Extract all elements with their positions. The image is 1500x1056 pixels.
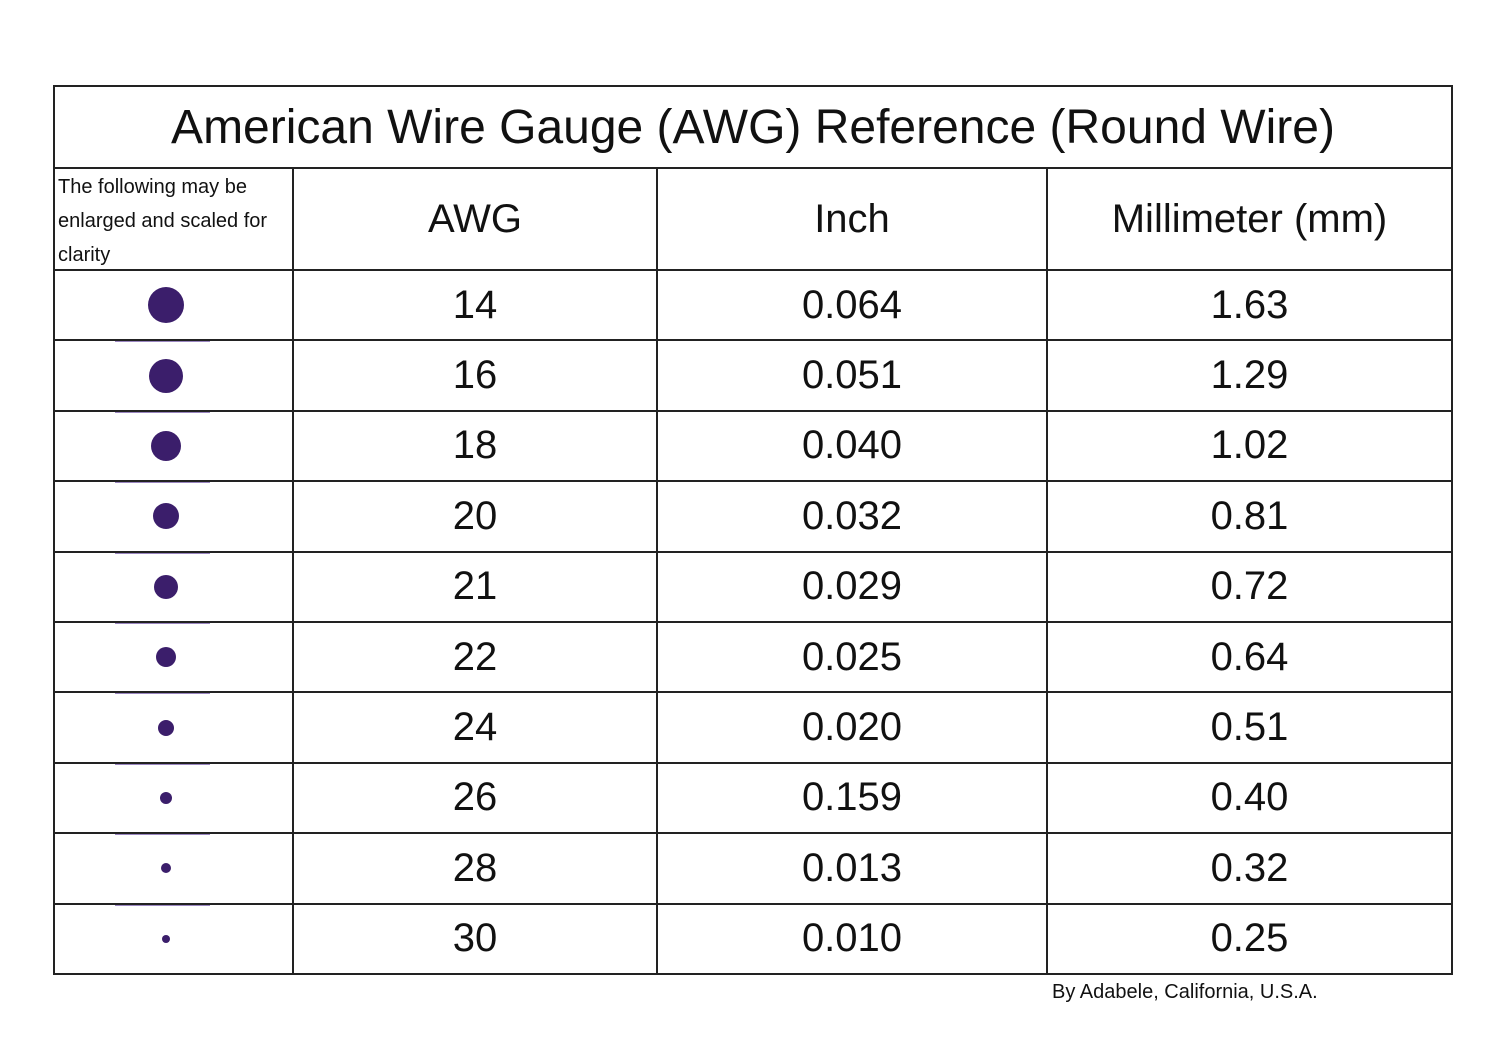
table-cell: 22 [452,634,498,679]
title-divider [54,167,1452,169]
table-cell: 0.029 [801,564,903,609]
table-cell: 26 [452,775,498,820]
table-cell: 0.064 [801,282,903,327]
wire-icon [160,792,172,804]
table-cell: 30 [452,916,498,961]
note: The following may be enlarged and scaled… [58,176,268,266]
wire-icon [158,719,174,736]
footer: By Adabele, California, U.S.A. [1052,980,1318,1003]
row-divider [54,832,1452,835]
table-cell: 0.51 [1210,705,1289,750]
table-cell: 16 [452,353,498,398]
column-header: Millimeter (mm) [1111,196,1388,241]
icon-underline [115,341,210,343]
row-divider [54,621,1452,623]
icon-underline [115,834,210,836]
icon-underline [115,411,210,413]
table-cell: 0.81 [1210,493,1289,538]
wire-icon [156,647,176,668]
table-frame [53,85,1453,975]
table-cell: 0.010 [801,916,903,961]
table-cell: 0.32 [1210,845,1289,890]
table-cell: 1.63 [1210,282,1289,327]
wire-icon [162,934,170,943]
table-cell: 18 [452,423,498,468]
row-divider [54,761,1452,764]
table-cell: 0.64 [1210,634,1289,679]
row-divider [54,550,1452,553]
column-divider [656,168,658,974]
icon-underline [115,693,210,695]
row-divider [54,480,1452,483]
column-divider [1046,168,1048,974]
row-divider [54,409,1452,412]
row-divider [54,339,1452,342]
wire-icon [154,574,178,599]
icon-underline [115,623,210,624]
table-cell: 0.013 [801,845,903,890]
header-divider [54,269,1452,271]
wire-icon [153,503,179,530]
wire-icon [148,287,184,324]
icon-underline [115,763,210,765]
icon-underline [115,482,210,484]
table-cell: 1.02 [1210,423,1289,468]
table-cell: 0.020 [801,705,903,750]
column-divider [292,168,294,974]
table-cell: 0.72 [1210,564,1289,609]
row-divider [54,902,1452,905]
table-cell: 0.025 [801,634,903,679]
icon-underline [115,552,210,554]
table-cell: 0.159 [801,775,903,820]
table-cell: 14 [452,282,498,327]
column-header: AWG [427,196,523,241]
table-cell: 0.032 [801,493,903,538]
row-divider [54,691,1452,694]
wire-icon [151,431,181,461]
table-cell: 24 [452,705,498,750]
wire-icon [149,358,183,393]
column-header: Inch [814,196,890,241]
table-cell: 0.040 [801,423,903,468]
table-cell: 20 [452,493,498,538]
table-cell: 0.25 [1210,916,1289,961]
table-title: American Wire Gauge (AWG) Reference (Rou… [171,101,1335,154]
wire-icon [161,863,171,874]
icon-underline [115,904,210,906]
table-cell: 28 [452,845,498,890]
table-cell: 1.29 [1210,353,1289,398]
table-cell: 0.40 [1210,775,1289,820]
table-cell: 0.051 [801,353,903,398]
table-cell: 21 [452,564,498,609]
